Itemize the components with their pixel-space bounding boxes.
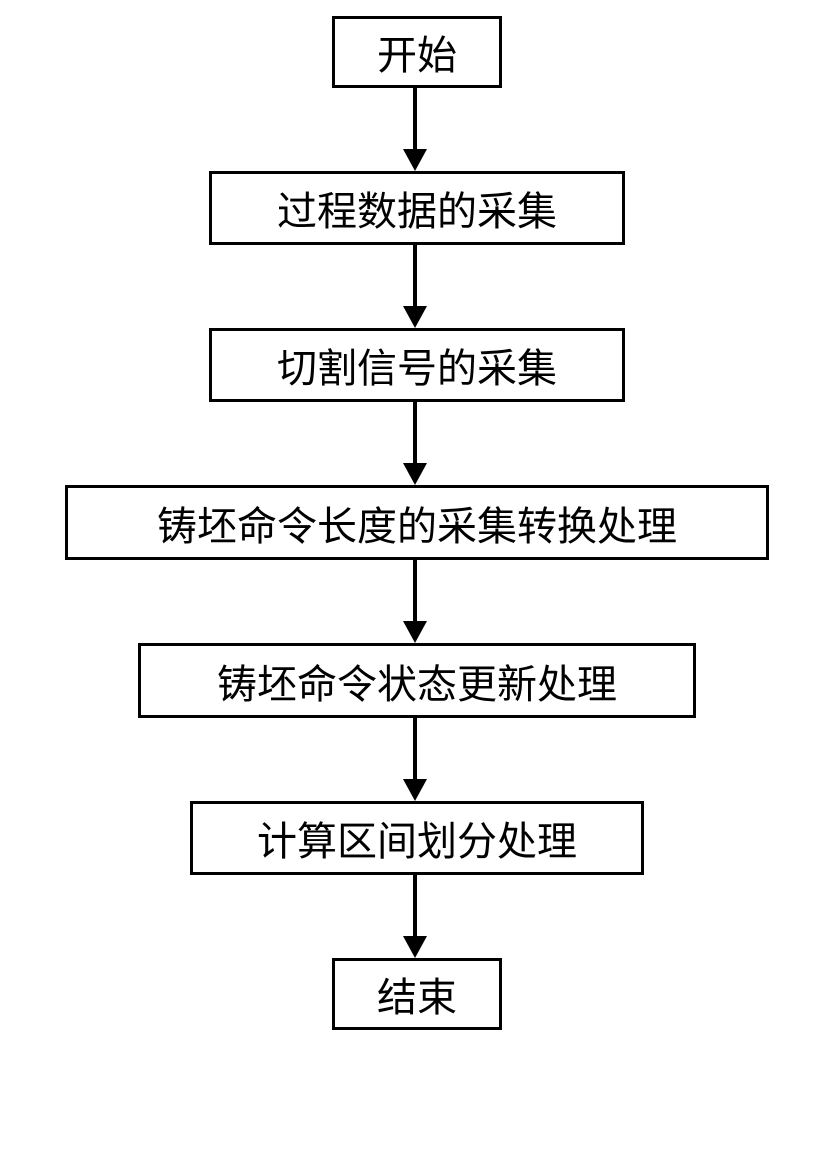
flow-node-label: 铸坯命令状态更新处理 — [141, 652, 693, 710]
flow-node-label: 过程数据的采集 — [212, 179, 622, 237]
flow-node-n0: 开始 — [332, 16, 502, 88]
flow-arrow-line — [413, 402, 417, 463]
flow-arrow-line — [413, 88, 417, 149]
flow-node-label: 切割信号的采集 — [212, 336, 622, 394]
flow-arrow-head — [403, 621, 427, 643]
flow-node-n4: 铸坯命令状态更新处理 — [138, 643, 696, 718]
flow-arrow-line — [413, 875, 417, 936]
flow-node-n6: 结束 — [332, 958, 502, 1030]
flow-node-label: 开始 — [335, 23, 499, 81]
flow-arrow-line — [413, 718, 417, 779]
flow-arrow-head — [403, 306, 427, 328]
flow-arrow-head — [403, 149, 427, 171]
flow-node-n2: 切割信号的采集 — [209, 328, 625, 402]
flow-node-label: 计算区间划分处理 — [193, 809, 641, 867]
flow-node-n1: 过程数据的采集 — [209, 171, 625, 245]
flow-arrow-head — [403, 779, 427, 801]
flow-arrow-line — [413, 245, 417, 306]
flow-node-label: 铸坯命令长度的采集转换处理 — [68, 494, 766, 552]
flow-arrow-line — [413, 560, 417, 621]
flow-node-n5: 计算区间划分处理 — [190, 801, 644, 875]
flow-arrow-head — [403, 463, 427, 485]
flow-node-n3: 铸坯命令长度的采集转换处理 — [65, 485, 769, 560]
flow-arrow-head — [403, 936, 427, 958]
flow-node-label: 结束 — [335, 965, 499, 1023]
